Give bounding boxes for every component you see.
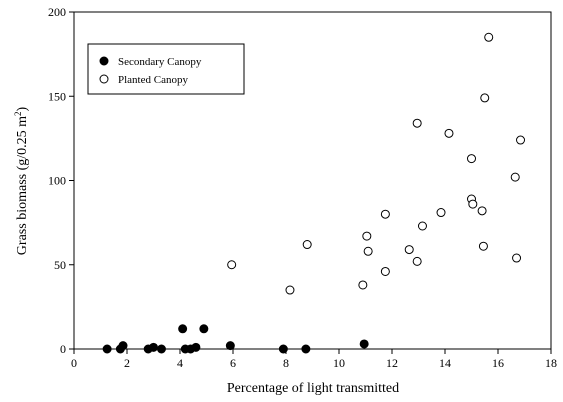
y-tick-label: 50 [54,258,66,272]
x-tick-label: 2 [124,356,130,370]
point-planted-canopy [362,231,372,241]
y-axis-title: Grass biomass (g/0.25 m2) [13,106,30,255]
point-planted-canopy [516,135,526,145]
x-axis-title: Percentage of light transmitted [227,381,399,396]
point-planted-canopy [412,256,422,266]
point-secondary-canopy [359,339,369,349]
point-planted-canopy [512,253,522,263]
point-planted-canopy [302,240,312,250]
legend: Secondary Canopy Planted Canopy [87,43,245,95]
data-points [102,32,526,354]
x-tick-label: 18 [545,356,557,370]
point-planted-canopy [404,245,414,255]
point-secondary-canopy [301,344,311,354]
point-planted-canopy [412,118,422,128]
legend-label-planted-canopy: Planted Canopy [118,74,188,86]
ticks: 0 2 4 6 8 10 12 14 16 18 0 50 100 150 200 [48,5,557,370]
legend-marker-secondary-canopy [99,56,109,66]
point-secondary-canopy [178,324,188,334]
point-planted-canopy [358,280,368,290]
point-planted-canopy [444,128,454,138]
x-tick-label: 6 [230,356,236,370]
point-secondary-canopy [102,344,112,354]
point-planted-canopy [227,260,237,270]
point-planted-canopy [468,199,478,209]
y-tick-label: 0 [60,342,66,356]
point-planted-canopy [510,172,520,182]
point-planted-canopy [436,208,446,218]
point-secondary-canopy [156,344,166,354]
legend-box [87,43,245,95]
y-axis-title-main: Grass biomass (g/0.25 m [15,116,30,255]
y-tick-label: 200 [48,5,66,19]
x-tick-label: 16 [492,356,504,370]
point-planted-canopy [477,206,487,216]
point-secondary-canopy [118,341,128,351]
x-tick-label: 12 [386,356,398,370]
point-secondary-canopy [191,342,201,352]
point-secondary-canopy [149,342,158,352]
x-tick-label: 4 [177,356,183,370]
x-tick-label: 10 [333,356,345,370]
y-tick-label: 100 [48,174,66,188]
y-tick-label: 150 [48,89,66,103]
point-planted-canopy [380,209,390,219]
point-planted-canopy [417,221,427,231]
legend-marker-planted-canopy [99,74,109,84]
point-planted-canopy [363,246,373,256]
point-planted-canopy [480,93,490,103]
point-planted-canopy [380,266,390,276]
x-tick-label: 8 [283,356,289,370]
y-axis-title-sup: 2 [13,111,23,116]
x-tick-label: 14 [439,356,451,370]
y-axis-title-end: ) [15,106,30,111]
point-planted-canopy [478,241,488,251]
point-secondary-canopy [278,344,288,354]
x-tick-label: 0 [71,356,77,370]
legend-label-secondary-canopy: Secondary Canopy [118,56,202,68]
point-secondary-canopy [225,341,235,351]
point-secondary-canopy [199,324,209,334]
point-planted-canopy [484,32,494,42]
point-planted-canopy [285,285,295,295]
point-planted-canopy [467,154,476,164]
